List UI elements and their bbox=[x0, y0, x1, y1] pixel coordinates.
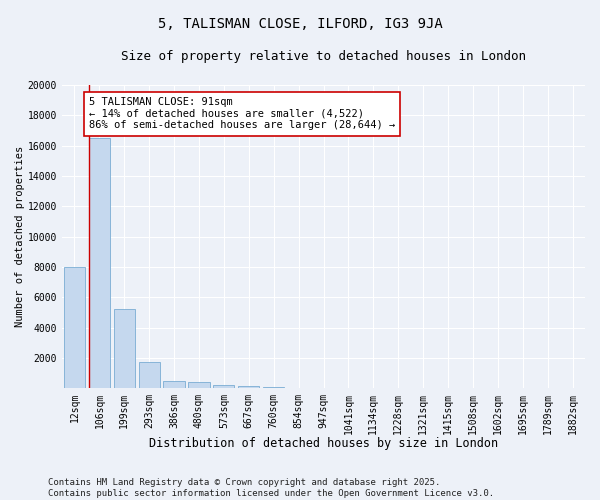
X-axis label: Distribution of detached houses by size in London: Distribution of detached houses by size … bbox=[149, 437, 498, 450]
Bar bbox=[188, 382, 209, 388]
Bar bbox=[214, 384, 235, 388]
Bar bbox=[89, 138, 110, 388]
Bar bbox=[139, 362, 160, 388]
Bar bbox=[263, 387, 284, 388]
Title: Size of property relative to detached houses in London: Size of property relative to detached ho… bbox=[121, 50, 526, 63]
Y-axis label: Number of detached properties: Number of detached properties bbox=[15, 146, 25, 327]
Bar bbox=[163, 381, 185, 388]
Text: 5 TALISMAN CLOSE: 91sqm
← 14% of detached houses are smaller (4,522)
86% of semi: 5 TALISMAN CLOSE: 91sqm ← 14% of detache… bbox=[89, 97, 395, 130]
Bar bbox=[113, 310, 135, 388]
Bar bbox=[238, 386, 259, 388]
Text: 5, TALISMAN CLOSE, ILFORD, IG3 9JA: 5, TALISMAN CLOSE, ILFORD, IG3 9JA bbox=[158, 18, 442, 32]
Bar bbox=[64, 267, 85, 388]
Text: Contains HM Land Registry data © Crown copyright and database right 2025.
Contai: Contains HM Land Registry data © Crown c… bbox=[48, 478, 494, 498]
